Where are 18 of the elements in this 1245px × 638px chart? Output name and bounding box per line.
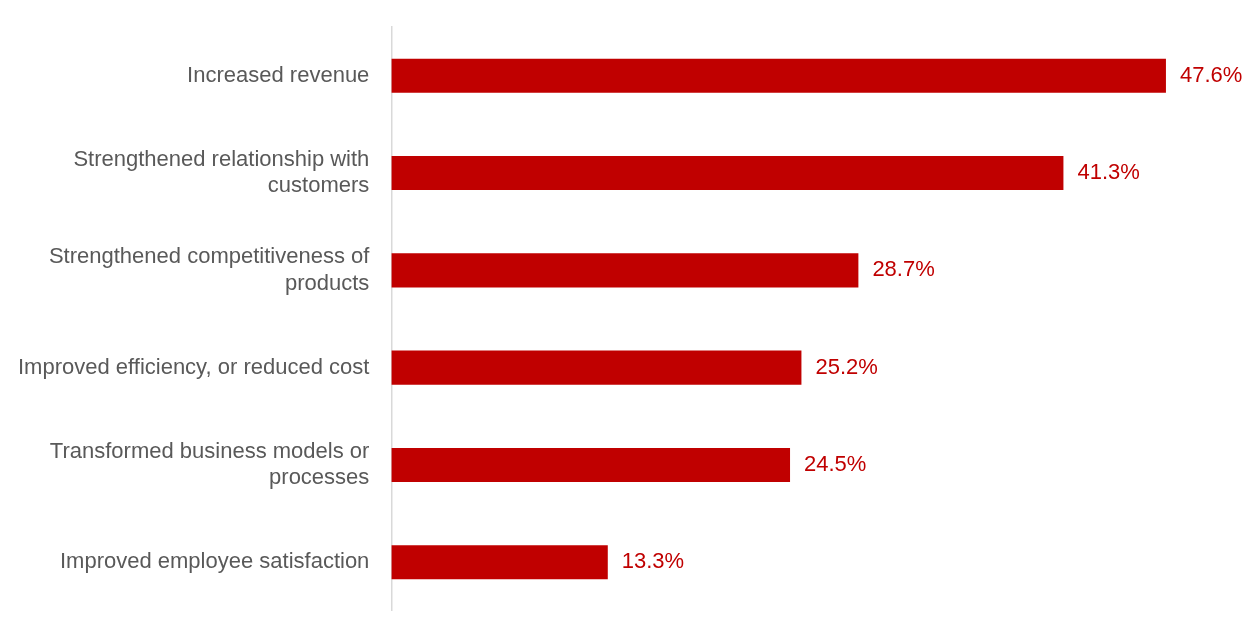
- y-tick-label: Strengthened competitiveness of products: [48, 243, 371, 295]
- bar: [391, 58, 1166, 93]
- y-tick-label: Improved employee satisfaction: [59, 548, 370, 574]
- bar: [391, 350, 802, 385]
- y-tick-label: Transformed business models or processes: [49, 437, 370, 490]
- data-label: 28.7%: [872, 256, 935, 282]
- data-label: 24.5%: [804, 450, 867, 476]
- y-tick-label: Improved efficiency, or reduced cost: [18, 353, 370, 379]
- bar: [391, 253, 859, 288]
- data-label: 41.3%: [1077, 159, 1140, 185]
- bar: [391, 156, 1064, 191]
- data-label: 25.2%: [815, 353, 878, 379]
- bar: [391, 545, 608, 580]
- bar: [391, 447, 791, 482]
- y-tick-label: Strengthened relationship with customers: [73, 145, 370, 198]
- data-label: 47.6%: [1179, 61, 1243, 87]
- y-tick-label: Increased revenue: [187, 61, 370, 87]
- data-label: 13.3%: [621, 548, 685, 574]
